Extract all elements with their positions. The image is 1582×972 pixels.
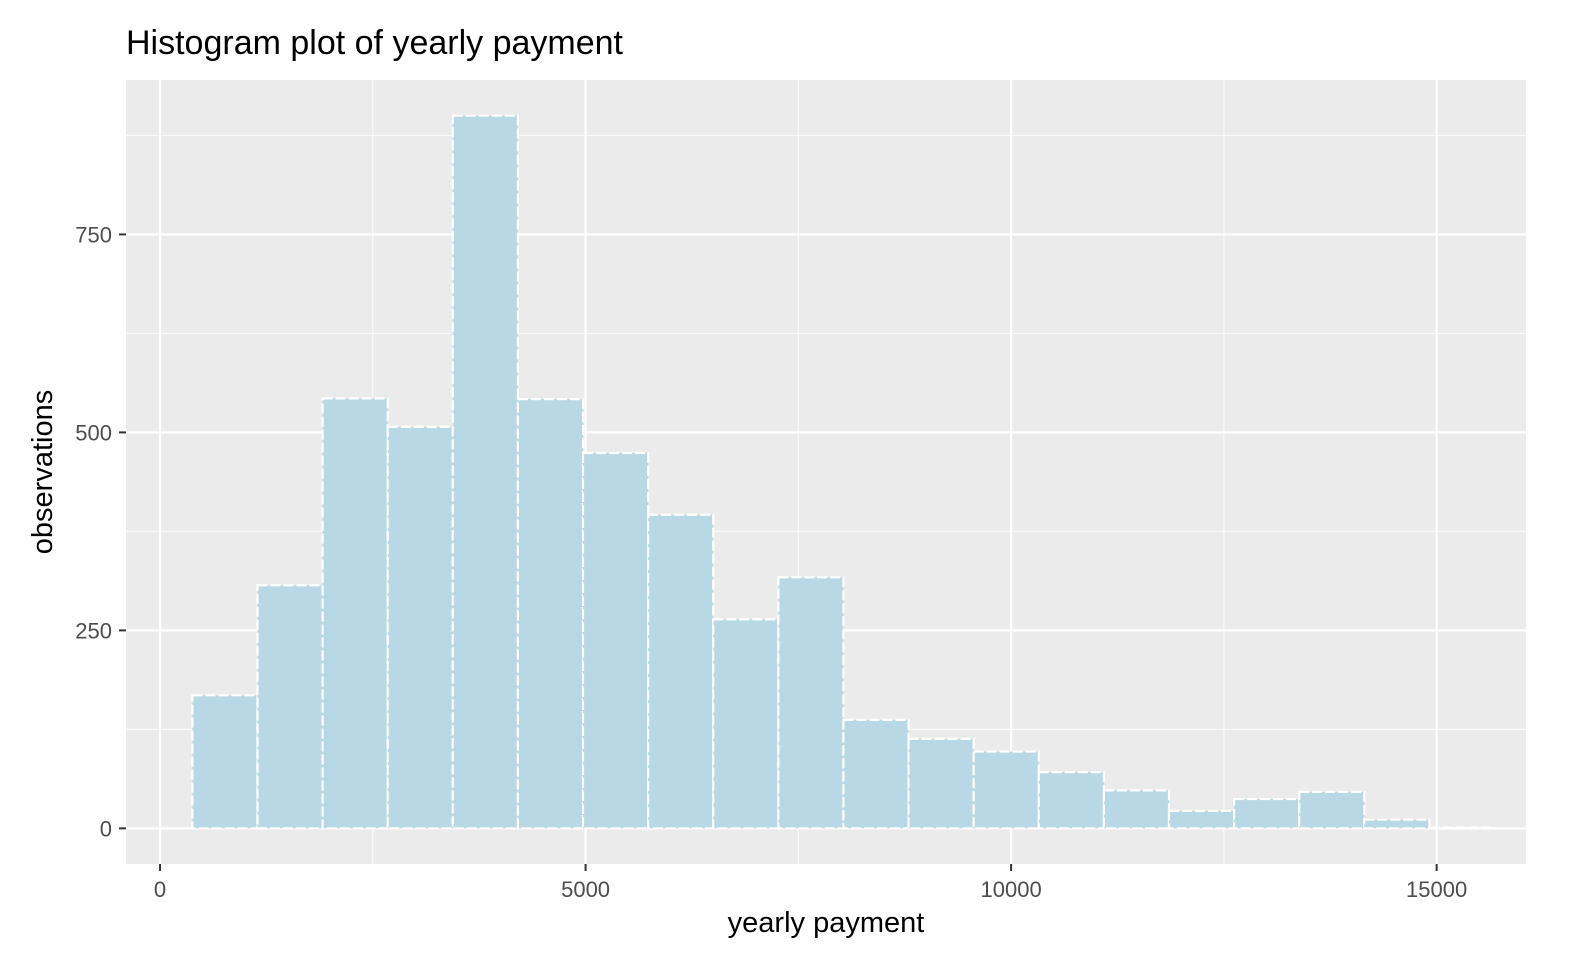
x-tick-label: 10000	[981, 877, 1042, 902]
histogram-bar	[516, 398, 585, 830]
chart-title: Histogram plot of yearly payment	[126, 24, 624, 62]
x-tick-label: 15000	[1406, 877, 1467, 902]
histogram-bar	[777, 576, 845, 830]
x-axis-title: yearly payment	[728, 907, 925, 939]
y-tick-label: 500	[75, 420, 112, 445]
histogram-bar	[451, 114, 520, 830]
histogram-bar	[712, 618, 780, 830]
histogram-bar	[191, 694, 259, 830]
histogram-bar	[1232, 797, 1301, 830]
histogram-bar	[1102, 789, 1171, 830]
histogram-bar	[256, 584, 324, 830]
histogram-bar	[386, 425, 454, 830]
y-tick-label: 750	[75, 222, 112, 247]
histogram-bar	[1363, 818, 1431, 830]
histogram-bar	[1298, 790, 1366, 830]
y-tick-label: 0	[100, 816, 112, 841]
histogram-bar	[1037, 771, 1105, 830]
histogram-bar	[321, 397, 389, 830]
histogram-bar	[1167, 809, 1236, 830]
histogram-bars	[191, 114, 1496, 830]
histogram-bar	[581, 451, 650, 830]
histogram-bar	[907, 737, 975, 830]
histogram-bar	[1428, 826, 1496, 830]
y-axis-title: observations	[27, 390, 59, 554]
x-tick-label: 5000	[561, 877, 610, 902]
y-axis: 0 250 500 750	[75, 222, 126, 841]
histogram-bar	[842, 718, 910, 830]
x-axis: 0 5000 10000 15000	[154, 864, 1467, 902]
x-tick-label: 0	[154, 877, 166, 902]
y-tick-label: 250	[75, 618, 112, 643]
histogram-bar	[972, 750, 1040, 830]
histogram-bar	[647, 513, 715, 830]
